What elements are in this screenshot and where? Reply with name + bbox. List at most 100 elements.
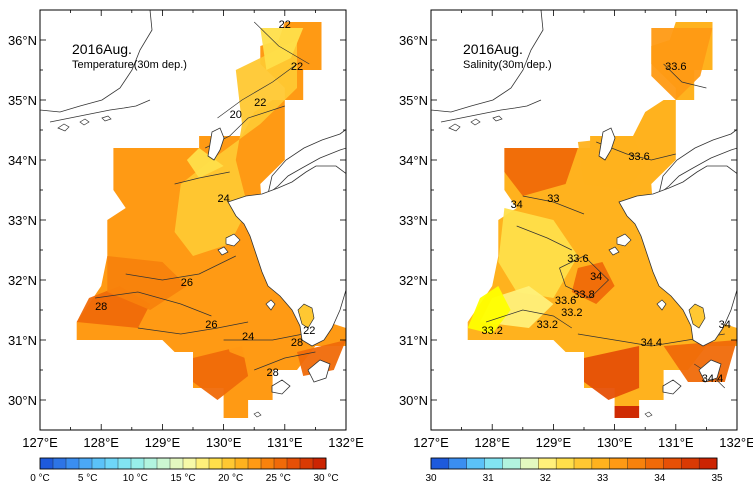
colorbar-swatch	[698, 457, 718, 470]
contour-line	[663, 63, 707, 89]
colorbar-swatch	[430, 457, 450, 470]
panel-subtitle: Salinity(30m dep.)	[463, 59, 552, 71]
value-patch	[663, 340, 737, 382]
contour-line	[217, 63, 298, 119]
colorbar-swatch	[52, 457, 67, 470]
value-patch	[584, 346, 640, 400]
contour-line	[254, 351, 316, 371]
colorbar-swatch	[104, 457, 119, 470]
value-patch	[467, 286, 511, 334]
x-tick-label: 131°E	[267, 435, 303, 450]
colorbar-swatch	[286, 457, 301, 470]
y-tick-label: 36°N	[399, 33, 428, 48]
colorbar-swatch	[91, 457, 106, 470]
colorbar-label: 0 °C	[30, 473, 50, 484]
y-tick-label: 32°N	[399, 273, 428, 288]
contour-line	[516, 225, 572, 251]
value-patch	[614, 406, 640, 418]
colorbar-label: 32	[540, 473, 552, 484]
contour-label: 34	[719, 319, 731, 331]
value-patch	[651, 28, 713, 100]
colorbar-swatch	[312, 457, 327, 470]
colorbar-swatch	[182, 457, 197, 470]
colorbar-swatch	[663, 457, 682, 470]
contour-line	[253, 21, 310, 65]
x-tick-label: 129°E	[536, 435, 572, 450]
colorbar-label: 20 °C	[218, 473, 243, 484]
colorbar-label: 31	[483, 473, 495, 484]
contour-label: 34	[590, 271, 602, 283]
x-tick-label: 128°E	[83, 435, 119, 450]
value-patch	[498, 208, 578, 298]
colorbar-swatch	[645, 457, 664, 470]
colorbar: 0 °C 5 °C 10 °C 15 °C 20 °C 25 °C 30 °C	[30, 457, 339, 484]
colorbar-swatch	[627, 457, 647, 470]
contour-label: 33.6	[555, 295, 576, 307]
y-tick-label: 31°N	[8, 333, 37, 348]
contour-label: 26	[205, 319, 217, 331]
contour-label: 20	[230, 109, 242, 121]
contour-label: 33.2	[481, 325, 502, 337]
contour-line	[522, 195, 585, 215]
colorbar-swatch	[484, 457, 504, 470]
colorbar-label: 15 °C	[170, 473, 195, 484]
y-tick-label: 35°N	[8, 93, 37, 108]
contour-label: 33.6	[567, 253, 588, 265]
x-tick-label: 131°E	[658, 435, 694, 450]
contour-label: 22	[291, 61, 303, 73]
colorbar-label: 10 °C	[123, 473, 148, 484]
colorbar-swatch	[681, 457, 700, 470]
contour-label: 22	[303, 325, 315, 337]
x-tick-label: 132°E	[328, 435, 364, 450]
contour-label: 34.4	[702, 373, 723, 385]
x-tick-label: 128°E	[474, 435, 510, 450]
x-tick-label: 130°E	[597, 435, 633, 450]
colorbar-label: 33	[597, 473, 609, 484]
contour-line	[95, 291, 212, 317]
y-tick-label: 30°N	[8, 393, 37, 408]
value-patch	[504, 148, 578, 196]
contour-label: 33.6	[665, 61, 686, 73]
contour-label: 26	[181, 277, 193, 289]
y-tick-label: 33°N	[8, 213, 37, 228]
value-patch	[223, 334, 297, 364]
colorbar-swatch	[273, 457, 288, 470]
colorbar-swatch	[169, 457, 184, 470]
colorbar-swatch	[78, 457, 93, 470]
panel-title: 2016Aug.	[72, 41, 132, 57]
colorbar-swatch	[39, 457, 54, 470]
value-patch	[186, 148, 224, 178]
colorbar-label: 34	[654, 473, 666, 484]
contour-line	[137, 321, 249, 335]
value-patch	[107, 256, 187, 310]
contour-label: 22	[254, 97, 266, 109]
map-panel-2: 33.633.634 3333.63433.833.633.233.233.234…	[399, 9, 753, 484]
contour-label: 24	[242, 331, 254, 343]
colorbar-swatch	[591, 457, 611, 470]
value-patch	[174, 40, 297, 256]
contour-label: 24	[217, 193, 229, 205]
contour-label: 33.6	[628, 151, 649, 163]
colorbar-swatch	[234, 457, 249, 470]
y-tick-label: 31°N	[399, 333, 428, 348]
colorbar-swatch	[520, 457, 539, 470]
colorbar-label: 25 °C	[266, 473, 291, 484]
panel-title: 2016Aug.	[463, 41, 523, 57]
panel-subtitle: Temperature(30m dep.)	[72, 59, 187, 71]
colorbar-swatch	[65, 457, 80, 470]
y-tick-label: 35°N	[399, 93, 428, 108]
colorbar-swatch	[156, 457, 171, 470]
colorbar-swatch	[195, 457, 210, 470]
contour-label: 33.8	[573, 289, 594, 301]
contour-line	[174, 171, 230, 185]
colorbar-swatch	[573, 457, 593, 470]
colorbar-swatch	[221, 457, 236, 470]
y-tick-label: 32°N	[8, 273, 37, 288]
colorbar-label: 30	[425, 473, 437, 484]
value-patch	[571, 262, 615, 304]
colorbar-swatch	[502, 457, 521, 470]
y-tick-label: 36°N	[8, 33, 37, 48]
colorbar-label: 5 °C	[78, 473, 98, 484]
x-tick-label: 127°E	[413, 435, 449, 450]
